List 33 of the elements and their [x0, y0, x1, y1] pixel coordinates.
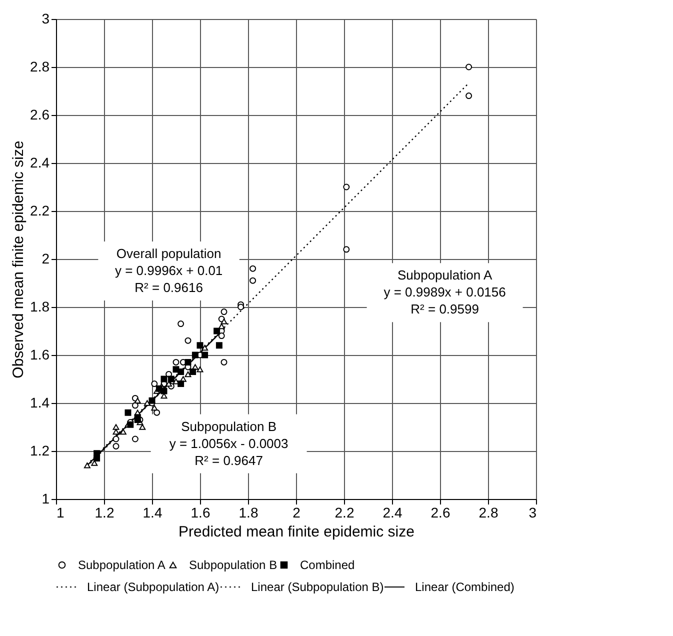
- y-tick-label: 2: [42, 250, 50, 266]
- y-tick-label: 1.2: [30, 442, 50, 458]
- x-tick-label: 3: [528, 504, 537, 520]
- annotation: Subpopulation A y = 0.9989x + 0.0156 R² = 0.9599: [384, 268, 506, 317]
- annotation: Subpopulation B y = 1.0056x - 0.0003 R² = 0.9647: [169, 418, 288, 468]
- y-tick-label: 2.4: [30, 154, 50, 170]
- x-tick-label: 1.6: [190, 504, 210, 520]
- y-axis-title: Observed mean finite epidemic size: [10, 140, 28, 378]
- x-tick-label: 2.6: [430, 504, 450, 520]
- x-tick-label: 2.4: [382, 504, 402, 520]
- legend-label: Linear (Subpopulation A): [87, 580, 220, 594]
- y-tick-label: 3: [42, 10, 50, 26]
- x-tick-label: 1: [56, 504, 64, 520]
- legend-label: Linear (Subpopulation B): [251, 580, 384, 594]
- x-tick-label: 2: [292, 504, 301, 520]
- legend-label: Subpopulation B: [189, 558, 278, 572]
- y-tick-label: 1.8: [30, 298, 50, 314]
- y-tick-label: 2.8: [30, 58, 50, 74]
- x-tick-label: 1.8: [238, 504, 258, 520]
- y-tick-label: 1: [42, 490, 50, 506]
- legend-label: Subpopulation A: [78, 558, 166, 572]
- y-tick-label: 2.6: [30, 106, 50, 122]
- x-tick-label: 2.8: [478, 504, 498, 520]
- x-tick-label: 2.2: [334, 504, 354, 520]
- x-axis-title: Predicted mean finite epidemic size: [178, 524, 414, 540]
- y-tick-label: 1.6: [30, 346, 50, 362]
- annotation: Overall population y = 0.9996x + 0.01 R² = 0.9616: [114, 246, 223, 295]
- x-tick-label: 1.4: [142, 504, 162, 520]
- x-tick-label: 1.2: [94, 504, 114, 520]
- y-tick-label: 2.2: [30, 202, 50, 218]
- y-tick-label: 1.4: [30, 394, 50, 410]
- legend-label: Combined: [300, 558, 355, 572]
- legend-label: Linear (Combined): [415, 580, 514, 594]
